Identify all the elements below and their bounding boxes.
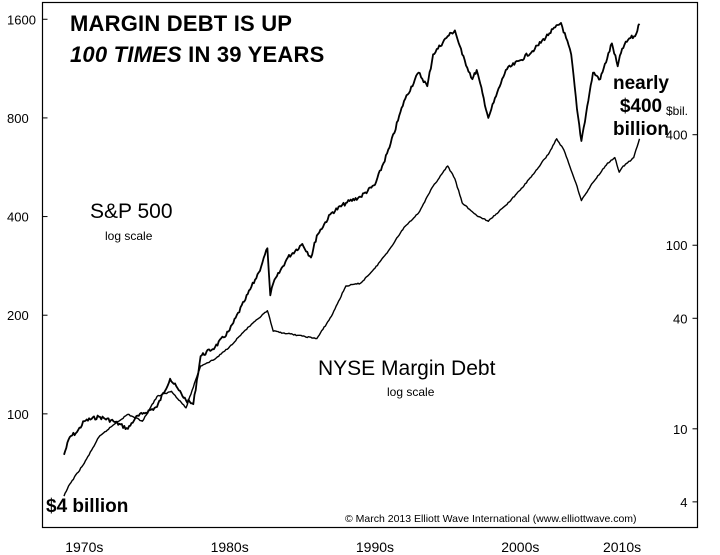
end-annotation-line-2: $400 <box>619 96 663 117</box>
left-axis: 100 200 400 800 1600 <box>7 12 48 422</box>
sp500-label: S&P 500 <box>90 200 173 223</box>
right-tick-label: 400 <box>666 128 688 143</box>
start-annotation: $4 billion <box>46 496 129 517</box>
left-tick-label: 1600 <box>7 12 36 27</box>
sp500-sublabel: log scale <box>105 229 153 243</box>
margin-debt-label: NYSE Margin Debt <box>318 357 496 380</box>
chart-title-line-2: 100 TIMES IN 39 YEARS <box>70 42 324 68</box>
margin-debt-line <box>63 138 641 497</box>
x-tick-label: 1990s <box>356 539 394 555</box>
left-tick-label: 400 <box>7 210 29 225</box>
x-tick-label: 2000s <box>501 539 539 555</box>
right-tick-label: 10 <box>673 422 687 437</box>
series-layer <box>63 22 641 497</box>
left-tick-label: 200 <box>7 308 29 323</box>
x-axis: 1970s 1980s 1990s 2000s 2010s <box>65 539 641 555</box>
left-tick-label: 800 <box>7 111 29 126</box>
chart-title-line-1: MARGIN DEBT IS UP <box>70 11 293 36</box>
x-tick-label: 2010s <box>603 539 641 555</box>
x-tick-label: 1980s <box>211 539 249 555</box>
plot-frame <box>41 1 699 529</box>
right-tick-label: 40 <box>673 311 687 326</box>
end-annotation-line-3: billion <box>613 119 669 140</box>
chart-title-rest: IN 39 YEARS <box>188 42 325 67</box>
right-axis: 4 10 40 100 400 <box>666 128 698 510</box>
margin-debt-sublabel: log scale <box>387 385 435 399</box>
sp500-line <box>63 22 641 456</box>
right-axis-unit: $bil. <box>666 104 689 118</box>
end-annotation: nearly $400 billion <box>606 72 676 141</box>
left-tick-label: 100 <box>7 407 29 422</box>
right-tick-label: 4 <box>680 495 687 510</box>
copyright-notice: © March 2013 Elliott Wave International … <box>345 513 637 525</box>
x-tick-label: 1970s <box>65 539 103 555</box>
end-annotation-line-1: nearly <box>613 73 669 94</box>
right-tick-label: 100 <box>666 238 688 253</box>
chart-title-emphasis: 100 TIMES <box>70 42 182 67</box>
